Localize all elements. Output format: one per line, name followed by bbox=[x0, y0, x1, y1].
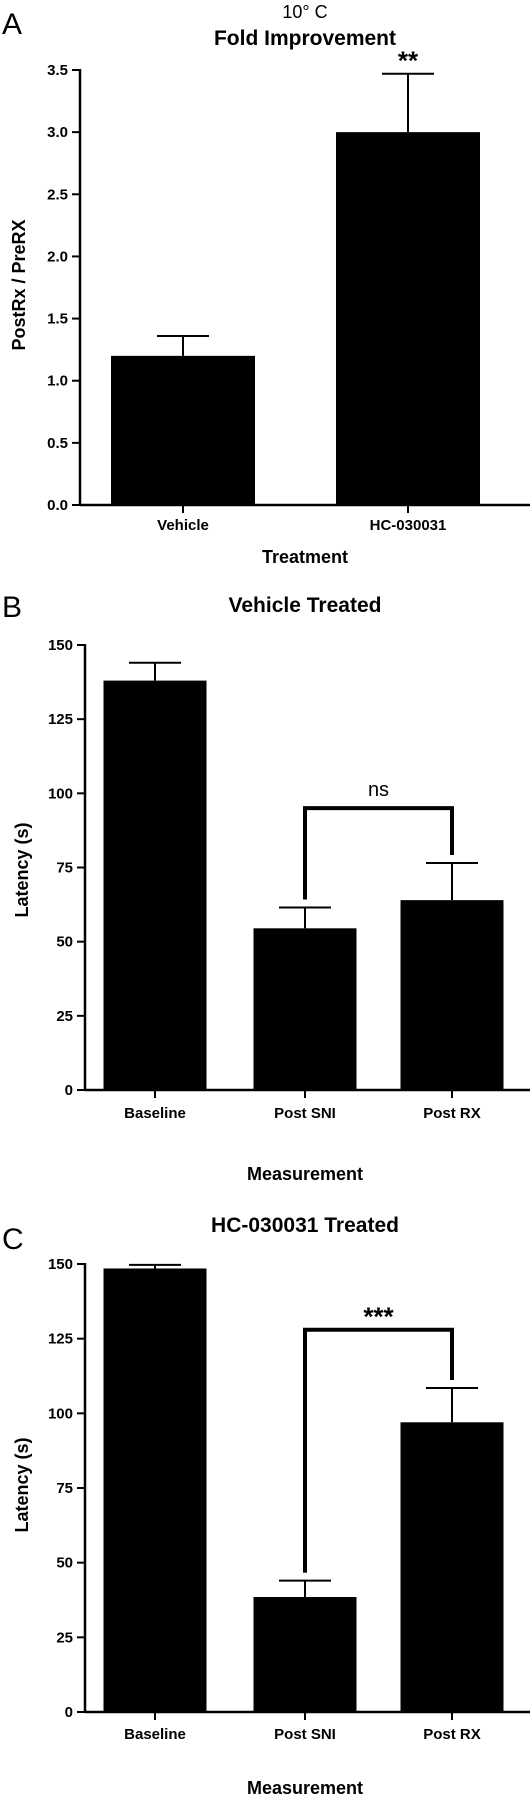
panel-a-significance-label: ** bbox=[398, 46, 419, 76]
panel-a-subtitle: 10° C bbox=[282, 2, 327, 22]
panel-c-x-axis-label: Measurement bbox=[247, 1778, 363, 1798]
panel-b-y-tick-label: 150 bbox=[48, 637, 73, 654]
panel-b-bar bbox=[400, 900, 504, 1090]
panel-b-y-tick-label: 50 bbox=[56, 934, 73, 951]
panel-b-y-tick-label: 125 bbox=[48, 711, 73, 728]
panel-c-title: HC-030031 Treated bbox=[211, 1214, 399, 1237]
panel-b-y-tick-label: 25 bbox=[56, 1008, 73, 1025]
panel-c-y-axis-label: Latency (s) bbox=[12, 1437, 32, 1532]
panel-a-x-tick-label: HC-030031 bbox=[370, 517, 447, 534]
panel-b-comparison-label: ns bbox=[368, 779, 389, 801]
panel-c-bar bbox=[253, 1597, 357, 1712]
panel-a: A 10° C Fold Improvement PostRx / PreRX … bbox=[2, 2, 530, 567]
panel-b-x-tick-label: Baseline bbox=[124, 1105, 186, 1122]
panel-a-bar bbox=[111, 355, 255, 505]
panel-c-bar bbox=[400, 1422, 504, 1712]
panel-a-x-axis-label: Treatment bbox=[262, 547, 348, 567]
panel-b-x-axis-label: Measurement bbox=[247, 1164, 363, 1184]
panel-c-comparison-label: *** bbox=[363, 1302, 394, 1332]
panel-b-y-tick-label: 100 bbox=[48, 785, 73, 802]
panel-c-y-tick-label: 150 bbox=[48, 1256, 73, 1273]
panel-b-y-tick-label: 75 bbox=[56, 860, 73, 877]
panel-a-y-tick-label: 3.0 bbox=[47, 124, 68, 141]
panel-a-bar bbox=[336, 132, 480, 505]
panel-a-y-tick-label: 2.0 bbox=[47, 248, 68, 265]
panel-c-bar bbox=[103, 1268, 207, 1712]
panel-b-y-tick-label: 0 bbox=[65, 1082, 73, 1099]
panel-b-bar bbox=[253, 928, 357, 1090]
panel-c-comparison-bracket bbox=[303, 1327, 454, 1573]
panel-b-x-tick-label: Post RX bbox=[423, 1105, 481, 1122]
panel-a-y-tick-label: 0.5 bbox=[47, 435, 68, 452]
panel-a-y-axis-label: PostRx / PreRX bbox=[9, 219, 29, 350]
panel-b-title: Vehicle Treated bbox=[229, 594, 382, 617]
panel-a-y-tick-label: 3.5 bbox=[47, 62, 68, 79]
panel-a-x-tick-label: Vehicle bbox=[157, 517, 209, 534]
panel-b-comparison-bracket bbox=[303, 806, 454, 900]
panel-c: C HC-030031 Treated Latency (s) Measurem… bbox=[2, 1214, 530, 1798]
panel-a-y-tick-label: 0.0 bbox=[47, 497, 68, 514]
panel-b-x-tick-label: Post SNI bbox=[274, 1105, 336, 1122]
panel-c-y-tick-label: 25 bbox=[56, 1629, 73, 1646]
panel-b-y-axis-label: Latency (s) bbox=[12, 822, 32, 917]
panel-b-letter: B bbox=[2, 591, 22, 624]
panel-c-x-tick-label: Baseline bbox=[124, 1726, 186, 1743]
panel-a-y-tick-label: 2.5 bbox=[47, 186, 68, 203]
panel-a-y-tick-label: 1.5 bbox=[47, 311, 68, 328]
panel-c-y-tick-label: 0 bbox=[65, 1704, 73, 1721]
panel-b-bar bbox=[103, 680, 207, 1090]
panel-b: B Vehicle Treated Latency (s) Measuremen… bbox=[2, 591, 530, 1184]
panel-c-x-tick-label: Post SNI bbox=[274, 1726, 336, 1743]
panel-a-letter: A bbox=[2, 8, 22, 41]
panel-c-y-tick-label: 100 bbox=[48, 1405, 73, 1422]
panel-a-title: Fold Improvement bbox=[214, 27, 396, 50]
panel-c-x-tick-label: Post RX bbox=[423, 1726, 481, 1743]
panel-c-letter: C bbox=[2, 1223, 24, 1256]
panel-a-y-tick-label: 1.0 bbox=[47, 373, 68, 390]
panel-c-y-tick-label: 75 bbox=[56, 1480, 73, 1497]
panel-c-y-tick-label: 125 bbox=[48, 1331, 73, 1348]
panel-c-y-tick-label: 50 bbox=[56, 1555, 73, 1572]
